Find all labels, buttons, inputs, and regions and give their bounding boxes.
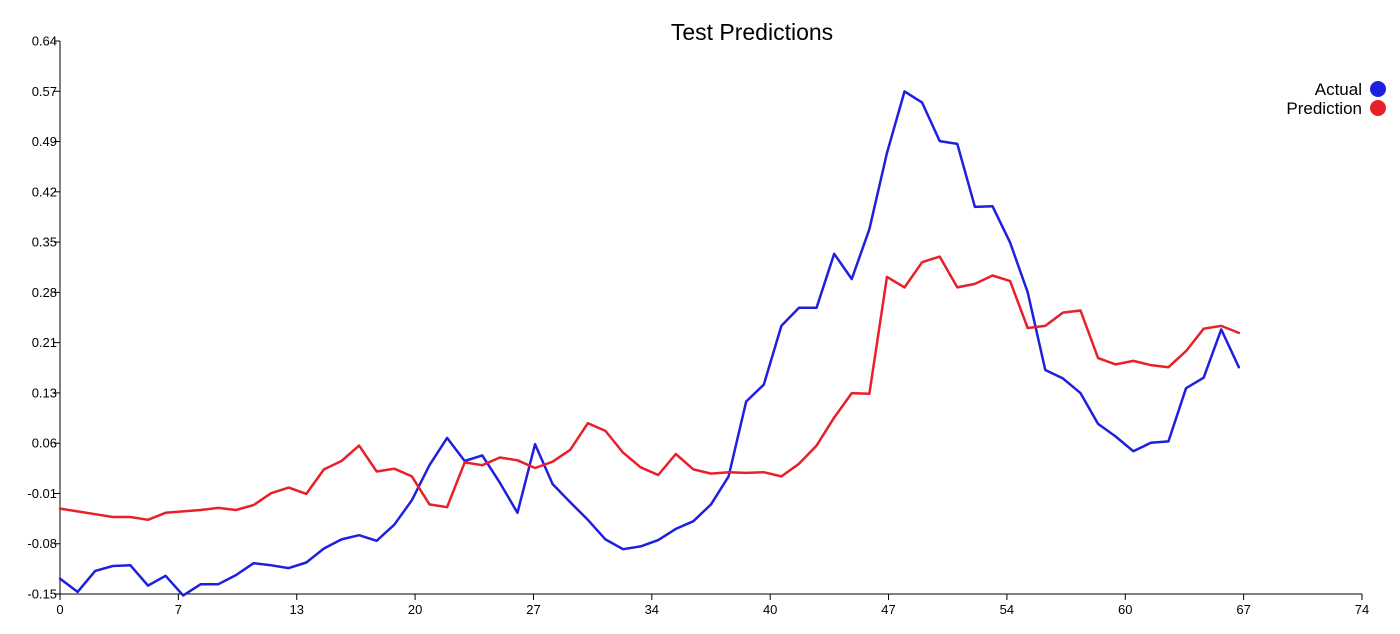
y-tick-label: -0.15 <box>27 587 57 602</box>
x-tick-label: 13 <box>289 602 303 617</box>
series-line-actual <box>58 90 1241 597</box>
x-tick-label: 47 <box>881 602 895 617</box>
y-tick-label: 0.35 <box>32 235 57 250</box>
legend-swatch-actual <box>1370 81 1386 97</box>
x-tick-label: 34 <box>645 602 659 617</box>
y-tick-label: 0.06 <box>32 436 57 451</box>
x-tick-label: 60 <box>1118 602 1132 617</box>
y-tick-label: 0.13 <box>32 385 57 400</box>
series-line-prediction <box>58 255 1241 522</box>
y-tick-label: 0.64 <box>32 34 57 49</box>
y-tick-label: 0.49 <box>32 134 57 149</box>
series-layer <box>58 90 1241 597</box>
legend-swatch-prediction <box>1370 100 1386 116</box>
x-tick-label: 0 <box>56 602 63 617</box>
y-tick-label: 0.57 <box>32 84 57 99</box>
x-tick-label: 20 <box>408 602 422 617</box>
y-tick-label: 0.21 <box>32 335 57 350</box>
legend-label-actual: Actual <box>1315 80 1362 99</box>
chart-title: Test Predictions <box>671 19 833 45</box>
x-tick-label: 7 <box>175 602 182 617</box>
y-axis: 0.64 0.57 0.49 0.42 0.35 0.28 0.21 0.13 0.06 -0.0… <box>27 34 61 602</box>
x-axis: 0 7 13 20 27 34 40 47 54 60 67 74 <box>56 593 1369 617</box>
y-tick-label: 0.28 <box>32 285 57 300</box>
x-tick-label: 74 <box>1355 602 1369 617</box>
x-tick-label: 54 <box>1000 602 1014 617</box>
legend-label-prediction: Prediction <box>1286 99 1362 118</box>
x-tick-label: 27 <box>526 602 540 617</box>
x-tick-label: 67 <box>1236 602 1250 617</box>
y-tick-label: 0.42 <box>32 184 57 199</box>
x-tick-label: 40 <box>763 602 777 617</box>
y-tick-label: -0.01 <box>27 486 57 501</box>
y-tick-label: -0.08 <box>27 536 57 551</box>
